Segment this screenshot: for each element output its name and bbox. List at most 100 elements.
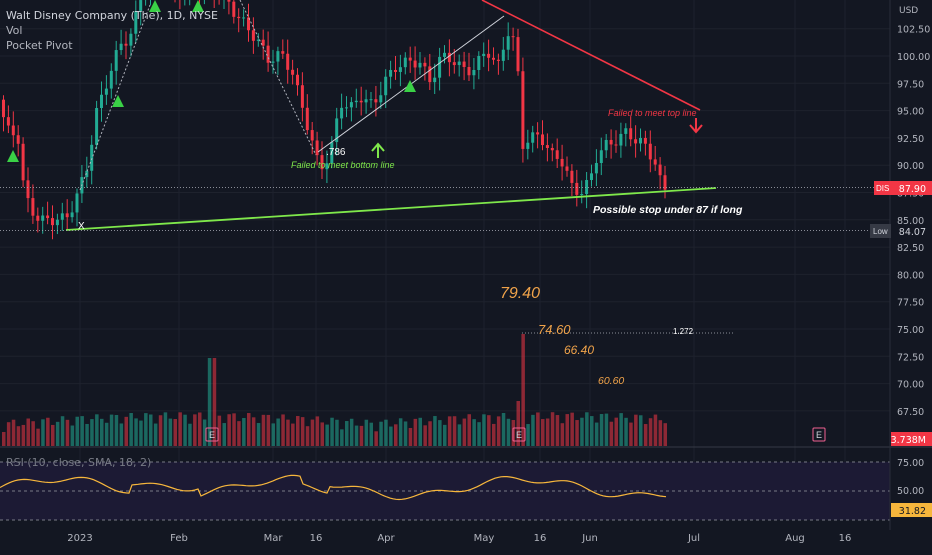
candle-body [419,63,422,68]
volume-bar [164,412,168,446]
candle-body [370,99,373,100]
time-tick: 2023 [67,533,92,544]
candle-body [423,63,426,67]
candle-body [27,180,30,198]
candle-body [551,148,554,150]
candle-body [355,101,358,102]
volume-bar [345,421,349,446]
volume-bar [575,420,579,446]
candle-body [595,163,598,173]
candle-body [242,17,245,18]
candle-body [580,194,583,195]
candle-body [468,67,471,75]
candle-body [575,183,578,195]
volume-bar [227,414,231,446]
volume-bar [286,420,290,446]
price-tick: 90.00 [897,161,924,172]
volume-bar [178,412,182,446]
candle-body [659,165,662,176]
candle-body [36,216,39,221]
candle-body [502,50,505,61]
volume-bar [110,415,114,446]
candle-body [17,135,20,144]
candle-body [120,44,123,50]
volume-bar [272,423,276,446]
candle-body [556,150,559,159]
volume-bar [428,421,432,446]
candle-body [306,108,309,130]
volume-bar [438,420,442,446]
candle-body [570,171,573,183]
volume-legend[interactable]: Vol [6,24,22,37]
candle-body [629,128,632,139]
candle-body [76,193,79,212]
volume-bar [423,425,427,446]
volume-bar [2,432,6,446]
volume-bar [492,424,496,446]
candle-body [482,54,485,56]
candle-body [95,108,98,145]
time-tick: Apr [377,533,395,544]
candle-body [546,145,549,148]
candle-body [644,138,647,144]
candle-body [590,173,593,180]
fib-dotted-line [80,5,150,190]
volume-bar [17,426,21,446]
candle-body [2,100,5,117]
candle-body [340,108,343,119]
candle-body [472,70,475,75]
x-mark-label: X [78,221,85,232]
candle-body [374,99,377,102]
pocket-pivot-marker [7,150,19,162]
volume-bar [580,418,584,446]
volume-bar [66,420,70,446]
volume-bar [541,419,545,446]
failed-top-label: Failed to meet top line [608,108,697,118]
symbol-legend[interactable]: Walt Disney Company (The), 1D, NYSE [6,9,218,22]
candle-body [541,134,544,145]
volume-bar [31,421,35,446]
volume-bar [301,417,305,446]
candle-body [227,0,230,2]
volume-bar [365,420,369,446]
candle-body [414,61,417,68]
volume-bar [51,425,55,446]
candle-body [379,95,382,102]
candle-body [619,134,622,146]
candle-body [7,117,10,125]
volume-bar [188,424,192,446]
volume-bar [502,413,506,446]
volume-bar [615,418,619,446]
rsi-tick: 50.00 [897,486,924,497]
volume-bar [399,418,403,446]
price-tick: 100.00 [897,52,930,63]
volume-bar [629,423,633,446]
volume-bar [257,423,261,446]
candle-body [281,51,284,54]
price-tick: 92.50 [897,134,924,145]
volume-bar [80,416,84,446]
volume-bar [433,416,437,446]
time-tick: 16 [839,533,852,544]
candle-body [585,180,588,194]
candle-body [110,71,113,89]
time-tick: Feb [170,533,188,544]
volume-bar [134,418,138,446]
volume-bar [115,415,119,446]
volume-bar [659,420,663,446]
volume-bar [556,415,560,446]
candle-body [438,57,441,78]
candle-body [115,50,118,71]
price-tick: 82.50 [897,243,924,254]
rsi-legend[interactable]: RSI (10, close, SMA, 18, 2) [6,456,151,469]
candle-body [492,58,495,60]
candle-body [409,58,412,61]
candle-body [66,213,69,217]
volume-bar [267,415,271,446]
rsi-badge: 31.82 [899,506,926,517]
stop-label: Possible stop under 87 if long [593,204,743,216]
pocket-pivot-legend[interactable]: Pocket Pivot [6,39,73,52]
volume-bar [639,415,643,446]
candle-body [46,216,49,219]
